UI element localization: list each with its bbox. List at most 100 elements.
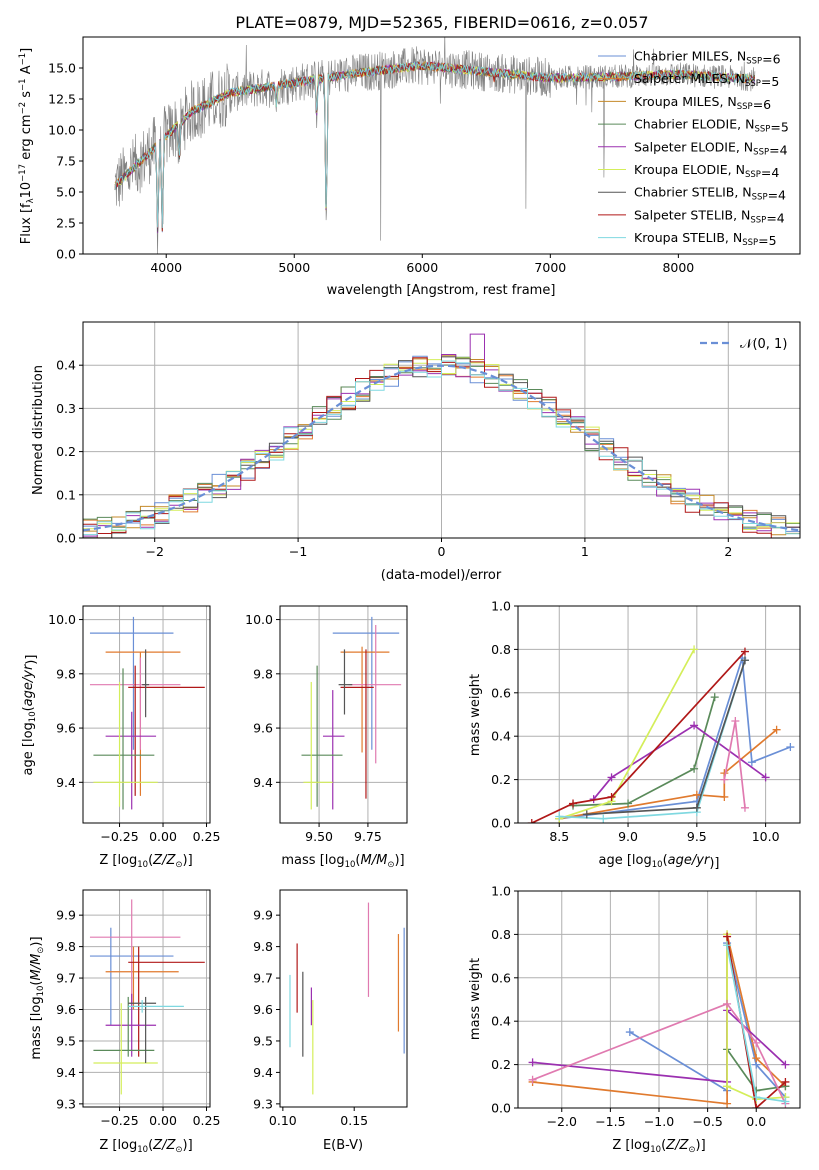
y-tick-label: 12.5 (48, 92, 76, 107)
y-tick-label: 9.8 (253, 666, 273, 681)
point-marker (607, 773, 616, 782)
point-marker (747, 758, 756, 767)
point-marker (752, 1104, 761, 1108)
data-point (93, 1003, 158, 1095)
y-tick-label: 0.0 (56, 247, 76, 262)
legend-label: Salpeter STELIB, NSSP=4 (634, 207, 785, 225)
y-tick-label: 0.2 (56, 444, 76, 459)
y-tick-label: 9.8 (56, 939, 76, 954)
point-marker (723, 941, 732, 950)
y-tick-label: 9.6 (253, 1002, 273, 1017)
y-axis-label: mass [log10(M/M⊙)] (29, 936, 46, 1059)
legend-label: Kroupa STELIB, NSSP=5 (634, 230, 777, 248)
panel-age-vs-mass: 9.50 9.75 9.4 9.6 9.8 10.0 mass [log10(M/M⊙)] (245, 605, 408, 870)
x-tick-label: 0.00 (149, 1113, 177, 1128)
model-spectrum (114, 60, 755, 229)
x-tick-label: 2 (724, 544, 732, 559)
plot-background (280, 890, 407, 1107)
point-marker (781, 1097, 790, 1106)
x-axis-label: mass [log10(M/M⊙)] (281, 853, 404, 870)
panel-age-vs-Z: −0.25 0.00 0.25 9.4 9.6 9.8 10.0 Z [log10(Z/Z⊙)… (21, 605, 220, 870)
axes-frame (82, 605, 211, 824)
gaussian-legend: 𝒩(0, 1) (700, 337, 787, 352)
x-tick-label: 0.0 (746, 1114, 766, 1129)
legend-label: Chabrier STELIB, NSSP=4 (634, 185, 786, 203)
x-tick-label: 7000 (534, 260, 566, 275)
y-tick-label: 10.0 (245, 612, 273, 627)
legend-label: 𝒩(0, 1) (740, 337, 787, 352)
plot-area (301, 616, 402, 810)
axes-frame (82, 889, 211, 1108)
point-marker (710, 693, 719, 702)
y-tick-label: 0.4 (491, 1014, 511, 1029)
data-point (105, 946, 179, 1010)
x-tick-label: 9.75 (354, 829, 382, 844)
x-tick-label: 6000 (406, 260, 438, 275)
y-tick-label: 9.5 (253, 1033, 273, 1048)
normal-curve (83, 364, 800, 532)
point-marker (690, 721, 699, 730)
spectrum-legend: Chabrier MILES, NSSP=6 Salpeter MILES, NS… (598, 49, 789, 248)
legend-label: Kroupa ELODIE, NSSP=4 (634, 162, 779, 180)
x-tick-label: 9.0 (618, 829, 638, 844)
series (723, 941, 790, 1106)
y-tick-label: 1.0 (491, 884, 511, 899)
y-tick-label: 0.8 (491, 927, 511, 942)
panel-spectrum: 4000 5000 6000 7000 8000 0.0 2.5 5.0 7.5 10.0 12.5… (18, 36, 801, 298)
plot-area (289, 902, 405, 1095)
series-line (726, 934, 786, 1101)
y-tick-label: 0.6 (491, 685, 511, 700)
y-tick-label: 1.0 (491, 599, 511, 614)
panel-weight-vs-Z: −2.0 −1.5 −1.0 −0.5 0.0 0.0 0.2 0.4 0.6 0.8 1.0 Z [… (468, 884, 801, 1155)
data-point (142, 649, 150, 718)
y-tick-label: 0.8 (491, 642, 511, 657)
point-marker (752, 1054, 761, 1063)
series (582, 656, 749, 819)
series-line (531, 651, 746, 823)
data-point (303, 681, 333, 810)
y-tick-label: 9.4 (253, 775, 273, 790)
legend-label: Salpeter ELODIE, NSSP=4 (634, 139, 788, 157)
data-point (105, 711, 157, 810)
x-tick-label: 1 (581, 544, 589, 559)
x-tick-label: 10.0 (752, 829, 780, 844)
x-axis-label: Z [log10(Z/Z⊙)] (99, 853, 192, 870)
x-tick-label: −0.25 (100, 1113, 138, 1128)
x-axis-label: wavelength [Angstrom, rest frame] (327, 283, 556, 298)
data-point (301, 665, 343, 807)
plot-background (280, 606, 407, 823)
y-tick-label: 0.3 (56, 401, 76, 416)
x-tick-label: −2.0 (547, 1114, 577, 1129)
y-axis-label: age [log10(age/yr)] (21, 655, 39, 776)
series (720, 717, 749, 812)
point-marker (723, 1082, 732, 1091)
y-tick-label: 9.6 (56, 1002, 76, 1017)
panel-mass-vs-ebv: 0.10 0.15 9.3 9.4 9.5 9.6 9.7 9.8 9.9 E(B-V) (253, 889, 408, 1153)
point-marker (740, 803, 749, 812)
panel-mass-vs-Z: −0.25 0.00 0.25 9.3 9.4 9.5 9.6 9.7 9.8 9.9 Z [log… (29, 889, 220, 1155)
y-tick-label: 10.0 (48, 123, 76, 138)
point-marker (624, 799, 633, 808)
panel-weight-vs-age: 8.5 9.0 9.5 10.0 0.0 0.2 0.4 0.6 0.8 1.0 age [log1… (468, 599, 801, 871)
x-axis-label: age [log10(age/yr)] (599, 853, 720, 871)
point-marker (555, 812, 564, 821)
point-marker (692, 803, 701, 812)
point-marker (772, 725, 781, 734)
plot-area (528, 930, 790, 1108)
x-tick-label: 5000 (278, 260, 310, 275)
data-point (338, 649, 353, 715)
plot-area (114, 37, 756, 254)
data-point (89, 616, 174, 750)
data-point (348, 624, 402, 764)
point-marker (528, 1058, 537, 1067)
x-axis-label: Z [log10(Z/Z⊙)] (99, 1138, 192, 1155)
point-marker (690, 645, 699, 654)
data-point (340, 646, 390, 753)
point-marker (723, 932, 732, 941)
plot-area (527, 645, 795, 823)
point-marker (720, 792, 729, 801)
y-tick-label: 9.9 (56, 908, 76, 923)
panel-residuals: −2 −1 0 1 2 0.0 0.1 0.2 0.3 0.4 𝒩(0, 1) (data-model… (31, 321, 801, 583)
y-tick-label: 0.4 (56, 358, 76, 373)
